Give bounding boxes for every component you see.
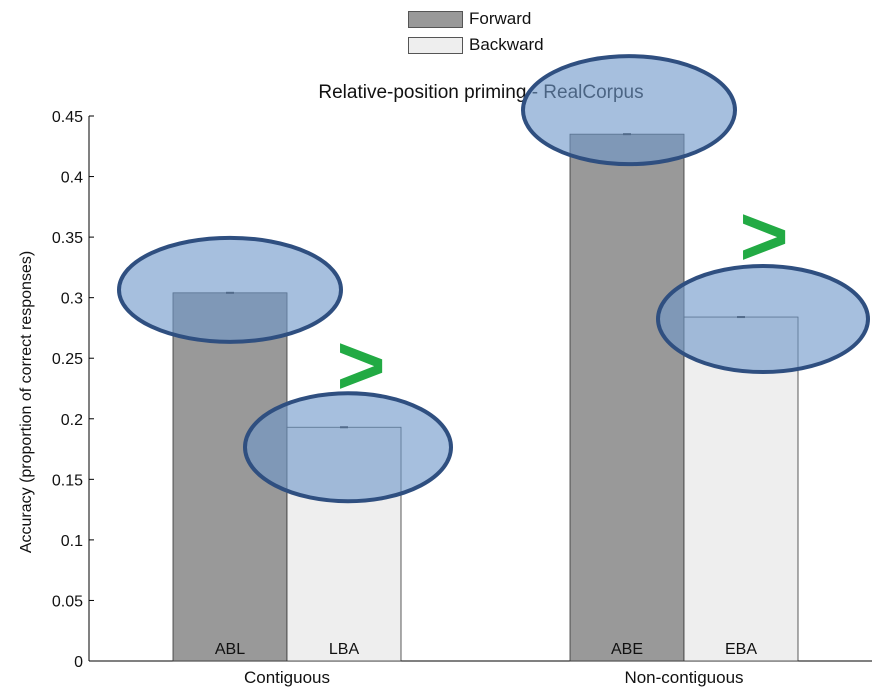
bar-label: ABL	[215, 641, 245, 658]
bar	[683, 316, 799, 662]
legend-swatch-forward	[408, 10, 463, 28]
y-tick-label: 0.25	[52, 351, 83, 368]
highlight-ellipse	[521, 54, 737, 167]
y-tick-label: 0.4	[61, 170, 83, 187]
highlight-ellipse	[117, 235, 343, 344]
highlight-ellipse	[243, 391, 453, 504]
y-tick-label: 0.35	[52, 230, 83, 247]
bar-label: ABE	[611, 641, 643, 658]
legend-label-forward: Forward	[469, 9, 532, 28]
bar-label: LBA	[329, 641, 360, 658]
comparison-symbol: >	[336, 318, 385, 412]
legend: Forward Backward	[408, 6, 544, 58]
highlight-ellipse	[656, 264, 870, 375]
y-axis-label: Accuracy (proportion of correct response…	[18, 251, 35, 553]
x-tick-label: Non-contiguous	[624, 668, 743, 687]
y-tick-label: 0.2	[61, 412, 83, 429]
legend-item-backward: Backward	[408, 32, 544, 58]
y-tick-label: 0.45	[52, 109, 83, 126]
comparison-symbol: >	[739, 189, 788, 283]
y-tick-label: 0	[74, 654, 83, 671]
bar	[569, 133, 685, 662]
legend-item-forward: Forward	[408, 6, 544, 32]
bar-label: EBA	[725, 641, 757, 658]
y-tick-label: 0.15	[52, 472, 83, 489]
legend-label-backward: Backward	[469, 35, 544, 54]
plot-area: 0 0.05 0.1 0.15 0.2 0.25 0.3 0.35 0.4 0.45 ABL LBA C…	[52, 54, 872, 687]
y-tick-label: 0.1	[61, 533, 83, 550]
y-tick-label: 0.3	[61, 291, 83, 308]
legend-swatch-backward	[408, 36, 463, 54]
y-tick-label: 0.05	[52, 593, 83, 610]
x-tick-label: Contiguous	[244, 668, 330, 687]
